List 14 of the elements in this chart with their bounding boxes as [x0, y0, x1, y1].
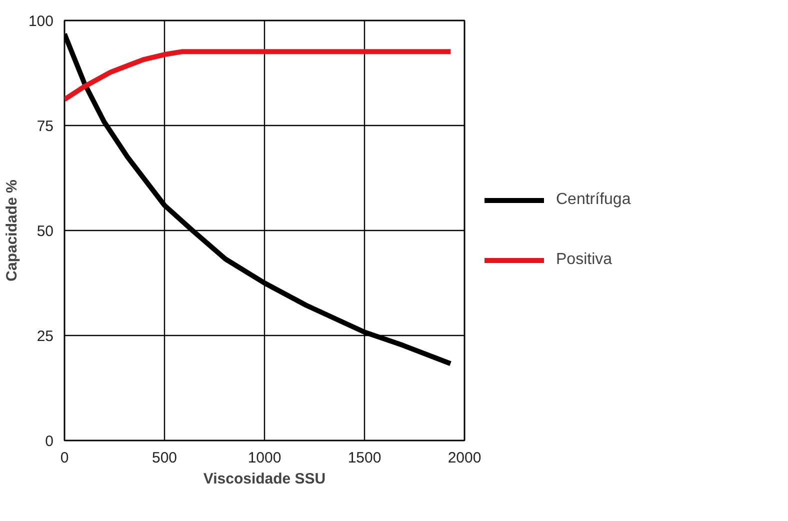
- x-tick-label: 500: [152, 450, 178, 466]
- y-tick-label: 25: [36, 328, 54, 345]
- x-tick-label: 1000: [248, 450, 282, 466]
- x-tick-label: 1500: [348, 450, 382, 466]
- y-tick-label: 0: [45, 433, 54, 450]
- x-tick-label: 0: [60, 450, 69, 466]
- y-tick-label: 75: [36, 118, 54, 135]
- x-tick-label: 2000: [448, 450, 482, 466]
- y-tick-label: 100: [28, 13, 54, 30]
- y-tick-label: 50: [36, 223, 54, 240]
- y-axis-title: Capacidade %: [3, 180, 20, 282]
- legend-label: Positiva: [556, 251, 612, 269]
- x-axis-title: Viscosidade SSU: [203, 470, 326, 488]
- legend-label: Centrífuga: [556, 191, 631, 209]
